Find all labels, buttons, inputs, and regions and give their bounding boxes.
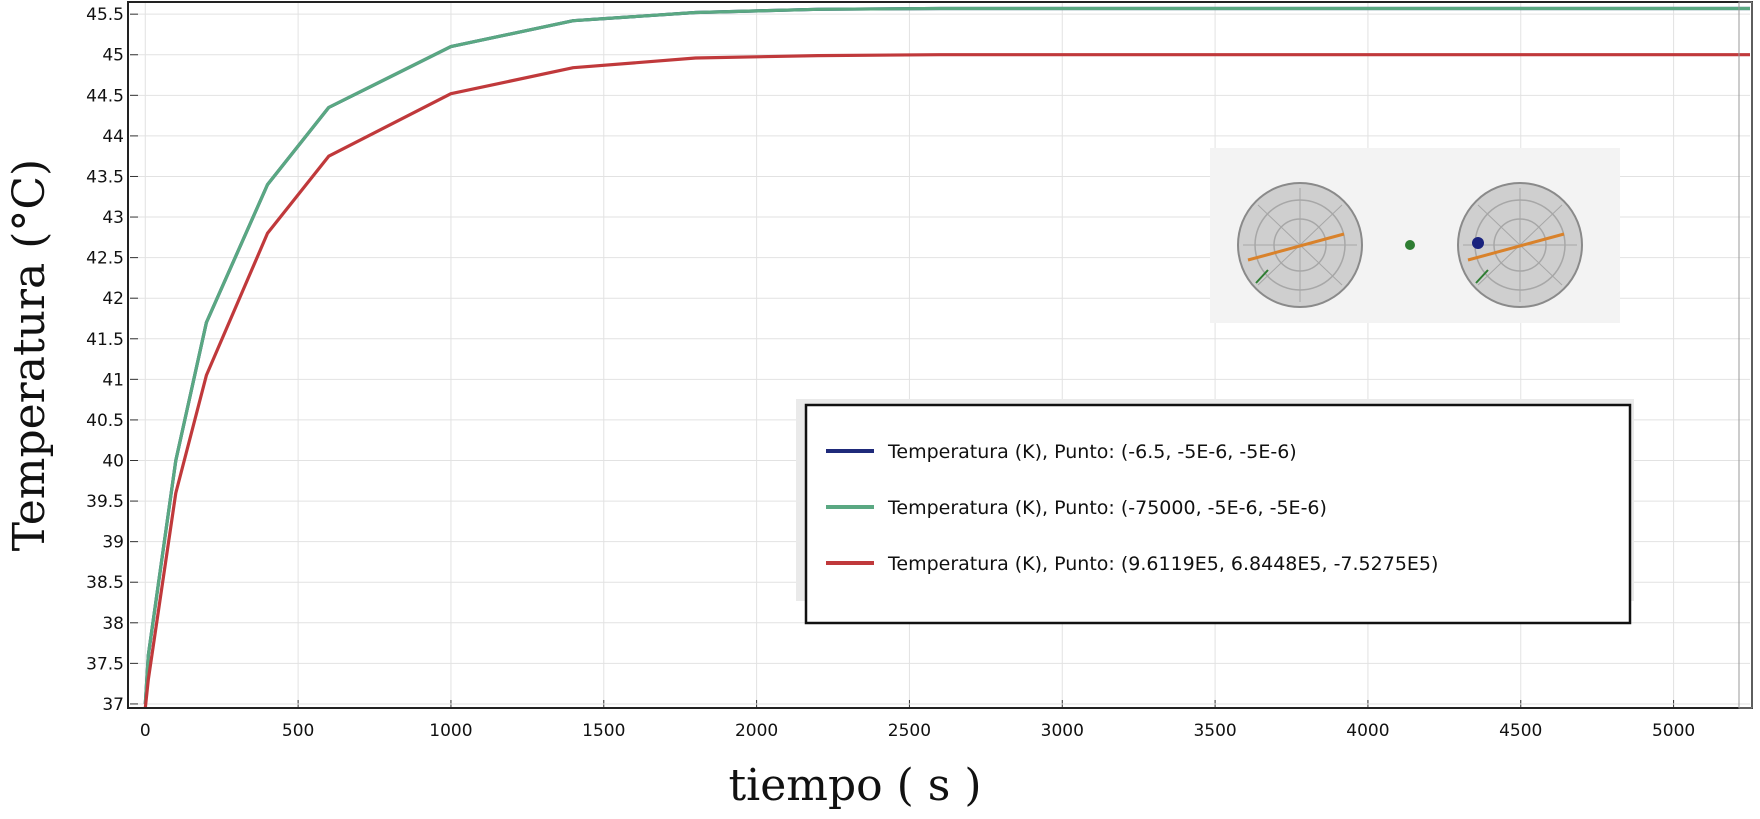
y-tick-label: 42.5 bbox=[86, 249, 124, 269]
y-tick-label: 40 bbox=[102, 451, 124, 471]
y-tick-label: 37 bbox=[102, 695, 124, 715]
y-tick-label: 43 bbox=[102, 208, 124, 228]
y-tick-label: 37.5 bbox=[86, 654, 124, 674]
series-layer bbox=[143, 6, 1750, 709]
legend: Temperatura (K), Punto: (-6.5, -5E-6, -5… bbox=[796, 399, 1634, 625]
y-tick-label: 40.5 bbox=[86, 411, 124, 431]
y-tick-label: 43.5 bbox=[86, 167, 124, 187]
legend-label-2: Temperatura (K), Punto: (-75000, -5E-6, … bbox=[887, 497, 1327, 519]
x-tick-label: 1000 bbox=[429, 721, 472, 741]
y-tick-label: 41.5 bbox=[86, 330, 124, 350]
x-tick-label: 1500 bbox=[582, 721, 625, 741]
x-tick-label: 0 bbox=[140, 721, 151, 741]
y-tick-label: 45.5 bbox=[86, 5, 124, 25]
plot-frame-inner-right bbox=[1738, 1, 1753, 709]
x-tick-label: 2000 bbox=[735, 721, 778, 741]
y-tick-label: 42 bbox=[102, 289, 124, 309]
y-tick-label: 44.5 bbox=[86, 86, 124, 106]
y-tick-label: 39 bbox=[102, 533, 124, 553]
y-tick-label: 44 bbox=[102, 127, 124, 147]
x-tick-label: 500 bbox=[282, 721, 314, 741]
legend-box bbox=[804, 403, 1632, 625]
series-line-2 bbox=[143, 6, 1750, 704]
y-tick-label: 38 bbox=[102, 614, 124, 634]
x-tick-label: 4500 bbox=[1499, 721, 1542, 741]
legend-label-3: Temperatura (K), Punto: (9.6119E5, 6.844… bbox=[887, 553, 1438, 575]
center-point-green bbox=[1405, 240, 1415, 250]
y-tick-label: 39.5 bbox=[86, 492, 124, 512]
geometry-inset bbox=[1210, 148, 1620, 323]
legend-label-1: Temperatura (K), Punto: (-6.5, -5E-6, -5… bbox=[887, 441, 1297, 463]
x-tick-label: 3000 bbox=[1041, 721, 1084, 741]
legend-items: Temperatura (K), Punto: (-6.5, -5E-6, -5… bbox=[826, 441, 1438, 575]
x-tick-label: 3500 bbox=[1193, 721, 1236, 741]
series-line-3 bbox=[143, 53, 1750, 709]
x-tick-label: 2500 bbox=[888, 721, 931, 741]
x-tick-label: 4000 bbox=[1346, 721, 1389, 741]
sphere-right-icon bbox=[1457, 182, 1583, 308]
y-tick-labels: 37 37.5 38 38.5 39 39.5 40 40.5 41 41.5 42 42.5 43 43… bbox=[86, 5, 124, 715]
x-tick-labels: 0 500 1000 1500 2000 2500 3000 3500 4000 4500 5000 bbox=[140, 721, 1695, 741]
y-tick-label: 38.5 bbox=[86, 573, 124, 593]
y-tick-label: 41 bbox=[102, 370, 124, 390]
x-tick-label: 5000 bbox=[1652, 721, 1695, 741]
sphere-left-icon bbox=[1237, 182, 1363, 308]
y-tick-label: 45 bbox=[102, 46, 124, 66]
x-axis-title: tiempo ( s ) bbox=[728, 760, 981, 811]
y-axis-title: Temperatura (°C) bbox=[4, 159, 55, 551]
